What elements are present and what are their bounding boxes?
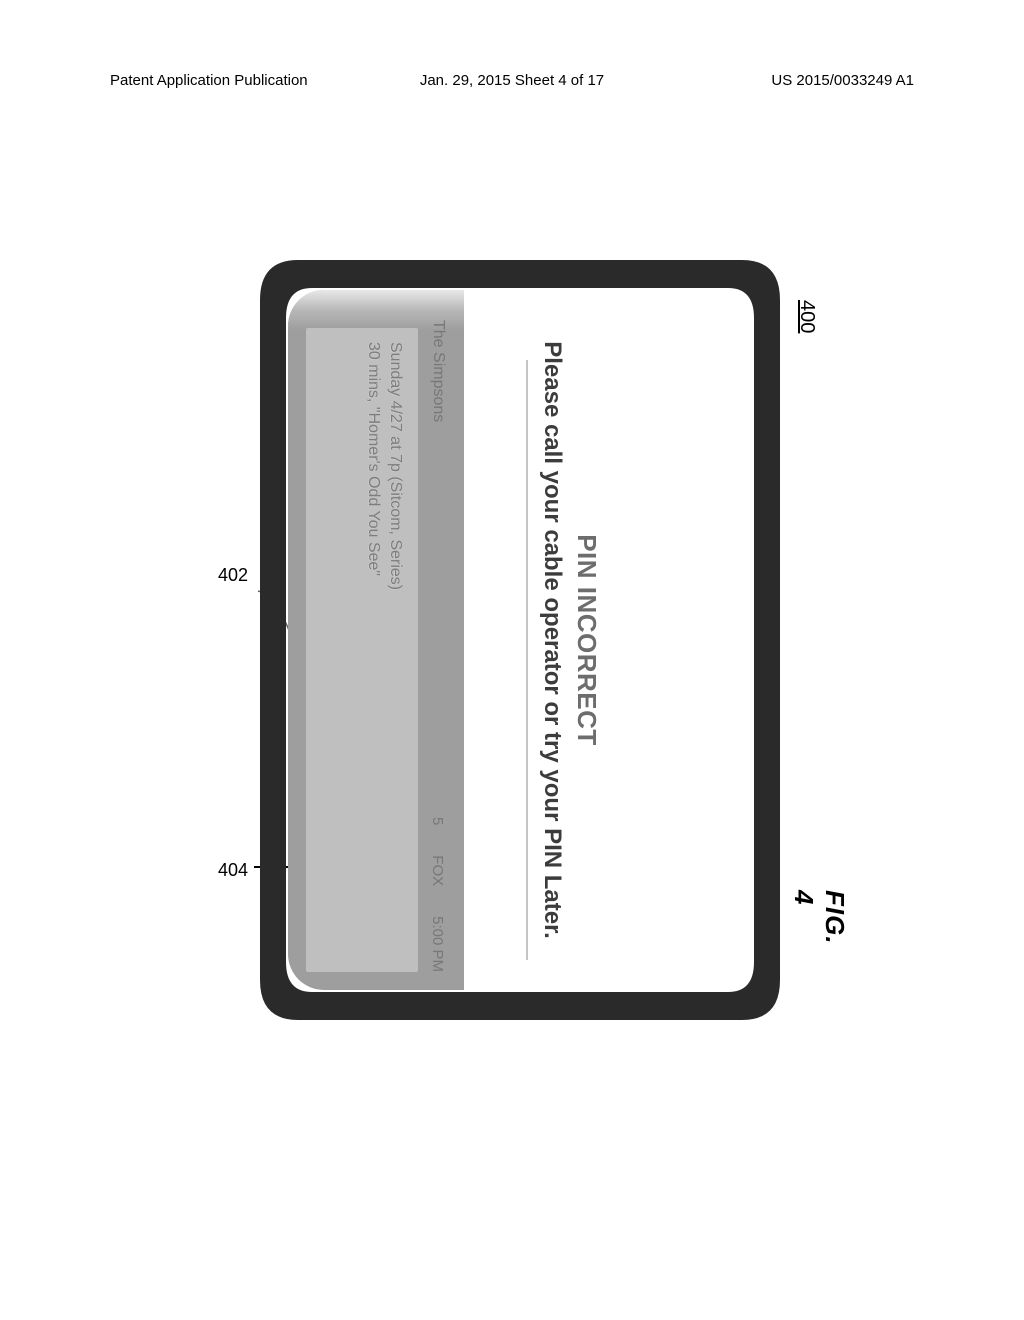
program-title: The Simpsons xyxy=(429,320,447,422)
channel-number: 5 xyxy=(430,817,447,825)
browse-title-row: The Simpsons 5 FOX 5:00 PM xyxy=(426,320,450,972)
screen-content: PIN INCORRECT Please call your cable ope… xyxy=(260,260,780,1020)
channel-info: 5 FOX 5:00 PM xyxy=(430,817,447,972)
page: Patent Application Publication Jan. 29, … xyxy=(0,0,1024,1320)
header-center: Jan. 29, 2015 Sheet 4 of 17 xyxy=(420,72,604,89)
callout-404: 404 xyxy=(218,860,248,881)
figure-label: FIG. 4 xyxy=(788,890,850,945)
callout-402: 402 xyxy=(218,565,248,586)
divider-line xyxy=(526,360,528,960)
pin-error-title: PIN INCORRECT xyxy=(571,290,602,990)
channel-name: FOX xyxy=(430,855,447,886)
browse-panel: The Simpsons 5 FOX 5:00 PM Sunday 4/27 a… xyxy=(288,290,464,990)
header-left: Patent Application Publication xyxy=(110,72,308,89)
pin-error-overlay: PIN INCORRECT Please call your cable ope… xyxy=(464,290,752,990)
pin-error-message: Please call your cable operator or try y… xyxy=(538,290,566,990)
inner-screen: PIN INCORRECT Please call your cable ope… xyxy=(288,290,752,990)
header-right: US 2015/0033249 A1 xyxy=(771,72,914,89)
program-info-line1: Sunday 4/27 at 7p (Sitcom, Series) xyxy=(384,342,406,958)
tv-frame: PIN INCORRECT Please call your cable ope… xyxy=(260,260,780,1020)
figure-ref-number: 400 xyxy=(795,300,818,333)
figure-area: 402 404 PIN INCORRECT Please call your c… xyxy=(210,250,810,1030)
program-info-line2: 30 mins, "Homer's Odd You See" xyxy=(363,342,385,958)
program-time: 5:00 PM xyxy=(430,916,447,972)
page-header: Patent Application Publication Jan. 29, … xyxy=(110,72,914,89)
program-info-box: Sunday 4/27 at 7p (Sitcom, Series) 30 mi… xyxy=(306,328,418,972)
